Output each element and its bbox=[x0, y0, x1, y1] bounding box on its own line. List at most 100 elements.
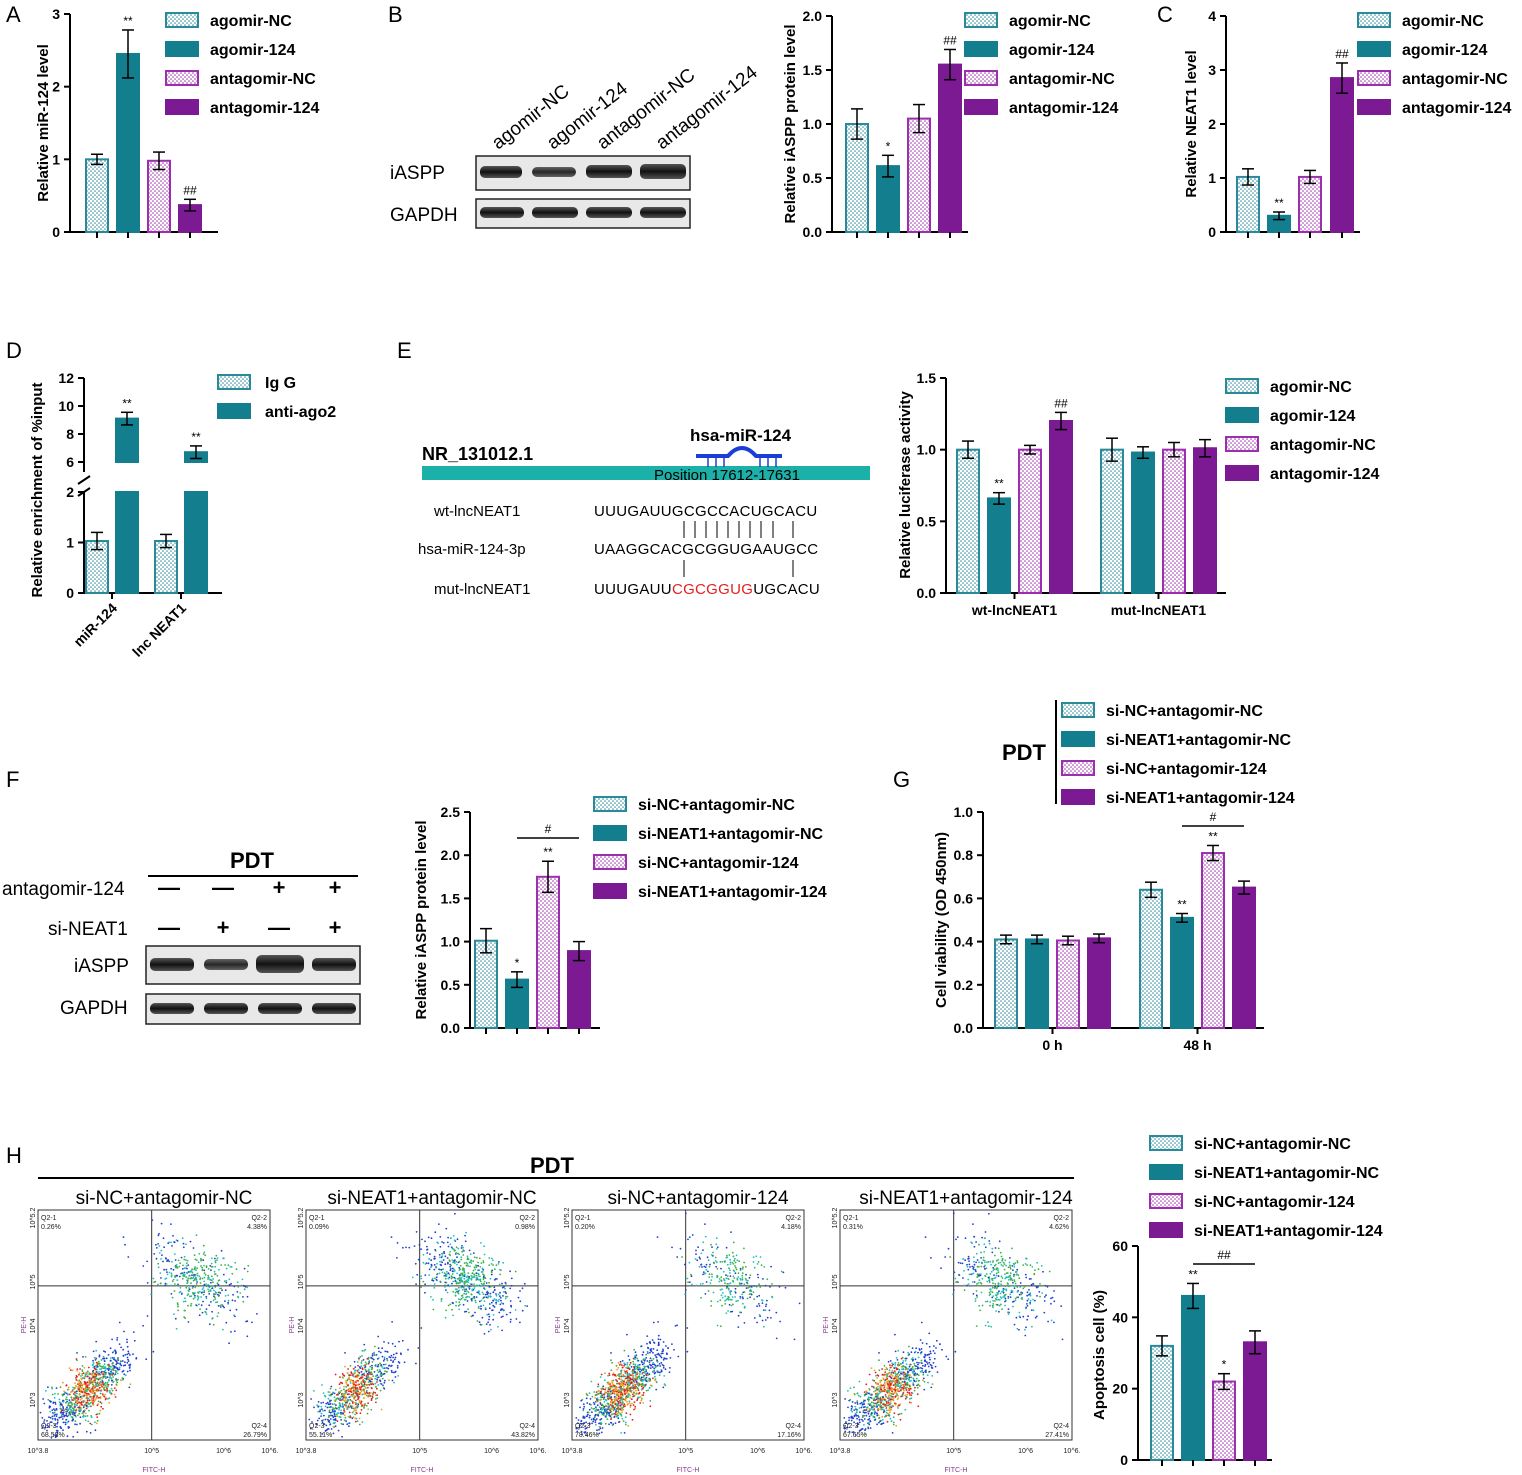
quadrant-value: 4.38% bbox=[247, 1224, 267, 1231]
flow-event bbox=[600, 1431, 603, 1434]
flow-event bbox=[443, 1252, 446, 1254]
flow-event bbox=[440, 1298, 443, 1301]
flow-event bbox=[111, 1357, 114, 1359]
flow-event bbox=[201, 1311, 204, 1314]
flow-event bbox=[364, 1366, 367, 1368]
flow-event bbox=[104, 1351, 107, 1353]
flow-plot-frame bbox=[37, 1209, 271, 1441]
flow-event bbox=[396, 1242, 399, 1244]
flow-event bbox=[462, 1254, 465, 1256]
flow-event bbox=[709, 1282, 712, 1284]
flow-event bbox=[95, 1397, 98, 1399]
flow-event bbox=[185, 1262, 188, 1264]
flow-event bbox=[620, 1415, 623, 1417]
flow-event bbox=[634, 1351, 637, 1354]
flow-event bbox=[121, 1377, 124, 1379]
flow-event bbox=[373, 1354, 376, 1357]
flow-event bbox=[75, 1390, 78, 1393]
flow-event bbox=[129, 1365, 131, 1367]
significance-label: ** bbox=[1274, 196, 1284, 210]
flow-event bbox=[243, 1288, 246, 1291]
flow-event bbox=[381, 1355, 384, 1358]
flow-event bbox=[376, 1369, 379, 1372]
flow-event bbox=[608, 1372, 611, 1375]
flow-event bbox=[758, 1303, 760, 1305]
flow-event bbox=[224, 1300, 226, 1302]
bar bbox=[567, 950, 591, 1029]
flow-event bbox=[89, 1422, 92, 1425]
flow-event bbox=[102, 1373, 104, 1376]
flow-event bbox=[504, 1281, 507, 1284]
flow-event bbox=[439, 1263, 442, 1266]
flow-x-tick: 10^6. bbox=[796, 1448, 813, 1455]
flow-event bbox=[474, 1311, 476, 1314]
flow-event bbox=[415, 1362, 417, 1365]
bar bbox=[1181, 1294, 1205, 1462]
panel-letter-g: G bbox=[893, 767, 910, 792]
flow-event bbox=[105, 1386, 108, 1389]
flow-event bbox=[628, 1381, 631, 1384]
flow-event bbox=[62, 1406, 64, 1408]
flow-event bbox=[179, 1262, 182, 1265]
flow-event bbox=[447, 1262, 449, 1265]
flow-event bbox=[615, 1379, 617, 1381]
flow-event bbox=[480, 1299, 483, 1302]
flow-event bbox=[403, 1361, 406, 1364]
flow-event bbox=[330, 1428, 333, 1430]
flow-event bbox=[722, 1292, 724, 1294]
flow-event bbox=[987, 1325, 990, 1328]
flow-event bbox=[453, 1249, 456, 1252]
flow-event bbox=[757, 1276, 760, 1279]
flow-event bbox=[490, 1285, 493, 1288]
flow-event bbox=[917, 1405, 920, 1408]
flow-x-tick: 10^3.8 bbox=[562, 1448, 583, 1455]
flow-event bbox=[442, 1268, 444, 1271]
flow-event bbox=[474, 1301, 477, 1304]
flow-event bbox=[355, 1379, 358, 1382]
flow-event bbox=[199, 1308, 202, 1310]
flow-event bbox=[76, 1352, 78, 1354]
flow-event bbox=[489, 1277, 492, 1280]
flow-event bbox=[109, 1389, 111, 1392]
f-sign: + bbox=[217, 915, 230, 940]
flow-event bbox=[349, 1374, 352, 1376]
flow-event bbox=[660, 1370, 663, 1373]
flow-event bbox=[176, 1266, 178, 1268]
flow-event bbox=[207, 1276, 210, 1279]
flow-event bbox=[462, 1267, 464, 1270]
flow-event bbox=[416, 1273, 419, 1276]
flow-event bbox=[202, 1259, 205, 1262]
flow-event bbox=[498, 1295, 501, 1297]
flow-event bbox=[726, 1275, 729, 1277]
flow-event bbox=[753, 1285, 755, 1287]
flow-event bbox=[452, 1235, 455, 1237]
flow-event bbox=[227, 1264, 230, 1267]
flow-event bbox=[224, 1295, 227, 1297]
flow-event bbox=[59, 1386, 62, 1389]
flow-event bbox=[464, 1310, 466, 1313]
flow-event bbox=[739, 1283, 741, 1285]
flow-event bbox=[756, 1305, 758, 1308]
flow-event bbox=[353, 1390, 356, 1393]
flow-event bbox=[308, 1418, 311, 1421]
flow-plot-title: si-NEAT1+antagomir-NC bbox=[327, 1188, 536, 1209]
flow-event bbox=[621, 1417, 624, 1420]
flow-event bbox=[602, 1407, 605, 1410]
flow-event bbox=[205, 1266, 208, 1269]
flow-event bbox=[53, 1411, 56, 1414]
flow-event bbox=[175, 1284, 178, 1287]
flow-event bbox=[72, 1419, 74, 1421]
flow-event bbox=[76, 1404, 78, 1407]
flow-event bbox=[153, 1253, 156, 1255]
flow-event bbox=[605, 1399, 608, 1402]
flow-event bbox=[599, 1427, 602, 1430]
flow-event bbox=[157, 1262, 160, 1265]
flow-event bbox=[473, 1283, 475, 1285]
bar bbox=[536, 875, 560, 1029]
flow-event bbox=[743, 1283, 746, 1286]
flow-event bbox=[634, 1356, 637, 1359]
flow-event bbox=[451, 1270, 454, 1273]
flow-event bbox=[77, 1382, 80, 1384]
flow-event bbox=[415, 1231, 418, 1233]
